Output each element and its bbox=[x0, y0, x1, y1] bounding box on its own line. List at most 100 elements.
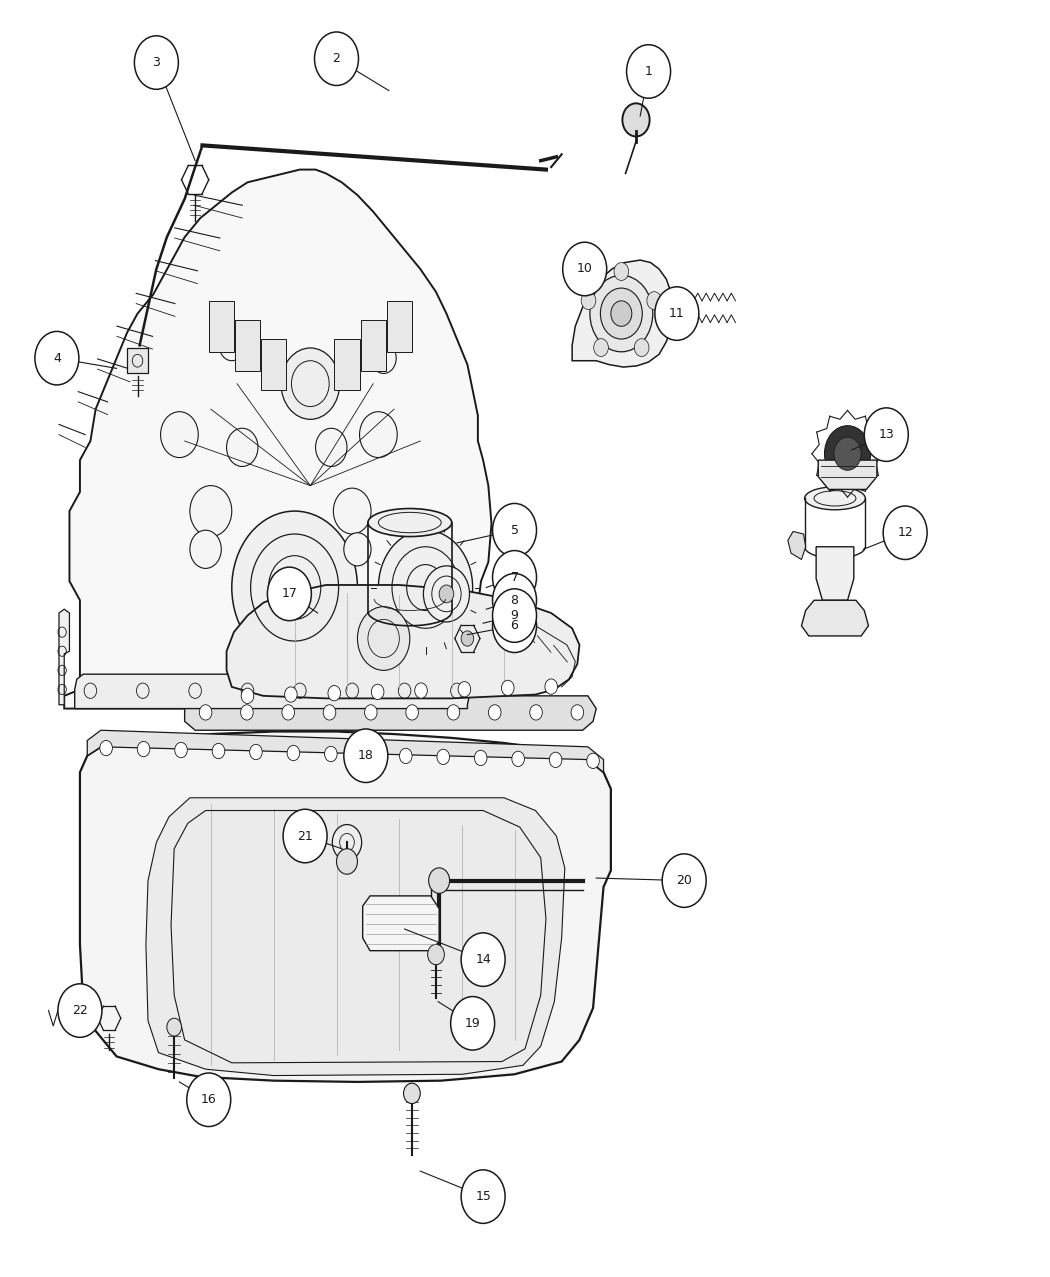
Circle shape bbox=[187, 1073, 231, 1126]
Circle shape bbox=[333, 488, 371, 534]
Polygon shape bbox=[209, 301, 234, 351]
Circle shape bbox=[502, 681, 514, 696]
Circle shape bbox=[250, 744, 262, 760]
Circle shape bbox=[475, 751, 487, 765]
Circle shape bbox=[35, 332, 79, 384]
Circle shape bbox=[316, 428, 347, 466]
Circle shape bbox=[284, 810, 328, 863]
Circle shape bbox=[545, 679, 558, 695]
Circle shape bbox=[240, 705, 253, 720]
Text: 16: 16 bbox=[201, 1093, 216, 1106]
Circle shape bbox=[399, 748, 412, 764]
Polygon shape bbox=[235, 321, 260, 370]
Text: 19: 19 bbox=[465, 1016, 481, 1029]
Text: 6: 6 bbox=[510, 619, 519, 632]
Circle shape bbox=[655, 287, 699, 341]
Polygon shape bbox=[185, 696, 596, 730]
Circle shape bbox=[601, 289, 643, 340]
Circle shape bbox=[343, 729, 387, 783]
Circle shape bbox=[834, 437, 861, 470]
Circle shape bbox=[623, 103, 650, 137]
Circle shape bbox=[415, 683, 427, 699]
Circle shape bbox=[190, 530, 222, 568]
Circle shape bbox=[343, 533, 371, 566]
Circle shape bbox=[581, 291, 595, 309]
Circle shape bbox=[590, 276, 653, 351]
Circle shape bbox=[227, 428, 258, 466]
Circle shape bbox=[511, 751, 524, 766]
Circle shape bbox=[167, 1018, 182, 1036]
Circle shape bbox=[488, 705, 501, 720]
Polygon shape bbox=[801, 600, 868, 636]
Text: 7: 7 bbox=[510, 571, 519, 584]
Circle shape bbox=[428, 868, 449, 894]
Circle shape bbox=[332, 825, 361, 861]
Circle shape bbox=[458, 682, 470, 697]
Circle shape bbox=[336, 849, 357, 875]
Text: 14: 14 bbox=[476, 953, 491, 967]
Text: 12: 12 bbox=[898, 526, 914, 539]
Text: 3: 3 bbox=[152, 56, 161, 69]
Circle shape bbox=[174, 742, 187, 757]
Circle shape bbox=[372, 684, 384, 700]
Circle shape bbox=[824, 425, 870, 481]
Circle shape bbox=[232, 511, 357, 664]
Polygon shape bbox=[362, 896, 439, 950]
Circle shape bbox=[190, 485, 232, 536]
Circle shape bbox=[323, 705, 336, 720]
Circle shape bbox=[663, 854, 707, 908]
Text: 22: 22 bbox=[72, 1004, 88, 1016]
Circle shape bbox=[287, 746, 299, 761]
Text: 21: 21 bbox=[297, 830, 313, 843]
Circle shape bbox=[461, 932, 505, 986]
Circle shape bbox=[492, 573, 537, 627]
Circle shape bbox=[282, 572, 308, 603]
Circle shape bbox=[461, 631, 474, 646]
Circle shape bbox=[614, 263, 629, 281]
Text: 4: 4 bbox=[52, 351, 61, 365]
Circle shape bbox=[611, 301, 632, 327]
Circle shape bbox=[328, 686, 340, 701]
Circle shape bbox=[549, 752, 562, 767]
Circle shape bbox=[571, 705, 584, 720]
Text: 2: 2 bbox=[333, 52, 340, 65]
Polygon shape bbox=[75, 674, 470, 709]
Polygon shape bbox=[64, 170, 491, 709]
Circle shape bbox=[134, 36, 178, 89]
Polygon shape bbox=[360, 321, 385, 370]
Polygon shape bbox=[80, 732, 611, 1082]
Polygon shape bbox=[227, 585, 580, 699]
Circle shape bbox=[200, 705, 212, 720]
Circle shape bbox=[883, 506, 927, 559]
Circle shape bbox=[212, 743, 225, 759]
Text: 10: 10 bbox=[576, 263, 592, 276]
Text: 8: 8 bbox=[510, 594, 519, 607]
Polygon shape bbox=[87, 730, 604, 773]
Text: 9: 9 bbox=[510, 609, 519, 622]
Polygon shape bbox=[572, 261, 674, 366]
Circle shape bbox=[593, 338, 608, 356]
Polygon shape bbox=[816, 547, 854, 600]
Circle shape bbox=[161, 411, 198, 457]
Circle shape bbox=[627, 45, 671, 98]
Text: 17: 17 bbox=[281, 587, 297, 600]
Circle shape bbox=[324, 746, 337, 761]
Circle shape bbox=[58, 983, 102, 1037]
Circle shape bbox=[242, 688, 254, 704]
Circle shape bbox=[281, 347, 339, 419]
Circle shape bbox=[100, 741, 112, 756]
Circle shape bbox=[362, 747, 375, 762]
Circle shape bbox=[423, 566, 469, 622]
Circle shape bbox=[563, 243, 607, 296]
Text: 13: 13 bbox=[879, 428, 895, 441]
Polygon shape bbox=[818, 460, 877, 489]
Circle shape bbox=[364, 705, 377, 720]
Ellipse shape bbox=[804, 487, 865, 510]
Polygon shape bbox=[386, 301, 412, 351]
Text: 18: 18 bbox=[358, 750, 374, 762]
Circle shape bbox=[268, 567, 312, 621]
Circle shape bbox=[587, 753, 600, 769]
Circle shape bbox=[437, 750, 449, 765]
Polygon shape bbox=[788, 531, 805, 559]
Circle shape bbox=[530, 705, 543, 720]
